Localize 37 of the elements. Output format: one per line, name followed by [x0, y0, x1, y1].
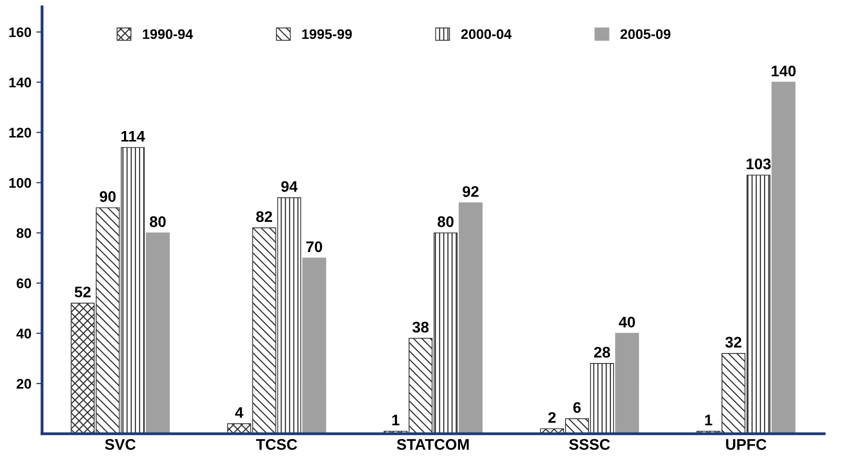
- data-label: 140: [772, 66, 796, 76]
- legend-label: 1990-94: [142, 29, 193, 40]
- x-tick-label: TCSC: [256, 439, 298, 450]
- y-tick-label: 160: [9, 27, 32, 38]
- data-label: 6: [573, 402, 581, 413]
- legend-label: 2005-09: [620, 29, 670, 40]
- data-label: 92: [462, 186, 479, 197]
- legend-label: 2000-04: [461, 29, 512, 40]
- data-label: 1: [705, 414, 712, 426]
- data-label: 114: [121, 131, 146, 142]
- x-tick-label: SSSC: [569, 439, 610, 450]
- x-tick-label: STATCOM: [396, 439, 469, 450]
- data-label: 1: [392, 414, 400, 426]
- data-label: 90: [100, 191, 116, 202]
- x-tick-label: SVC: [104, 439, 136, 450]
- y-tick-label: 40: [16, 328, 32, 338]
- data-label: 40: [618, 316, 635, 328]
- y-tick-label: 120: [9, 128, 32, 138]
- data-label: 38: [412, 322, 429, 333]
- data-label: 32: [725, 336, 742, 348]
- data-label: 94: [281, 181, 298, 192]
- data-label: 2: [548, 412, 556, 423]
- data-label: 70: [306, 241, 322, 252]
- data-label: 28: [594, 346, 610, 358]
- y-tick-label: 20: [16, 378, 32, 389]
- data-label: 103: [746, 158, 771, 170]
- y-tick-label: 60: [16, 278, 32, 288]
- y-tick-label: 140: [9, 78, 32, 88]
- data-label: 80: [438, 216, 454, 228]
- y-tick-label: 100: [9, 178, 32, 188]
- data-label: 52: [74, 286, 91, 298]
- data-label: 4: [235, 407, 244, 418]
- data-label: 82: [256, 211, 272, 222]
- legend-label: 1995-99: [302, 29, 352, 40]
- x-tick-label: UPFC: [726, 439, 766, 450]
- y-tick-label: 80: [16, 228, 32, 238]
- data-label: 80: [150, 216, 166, 228]
